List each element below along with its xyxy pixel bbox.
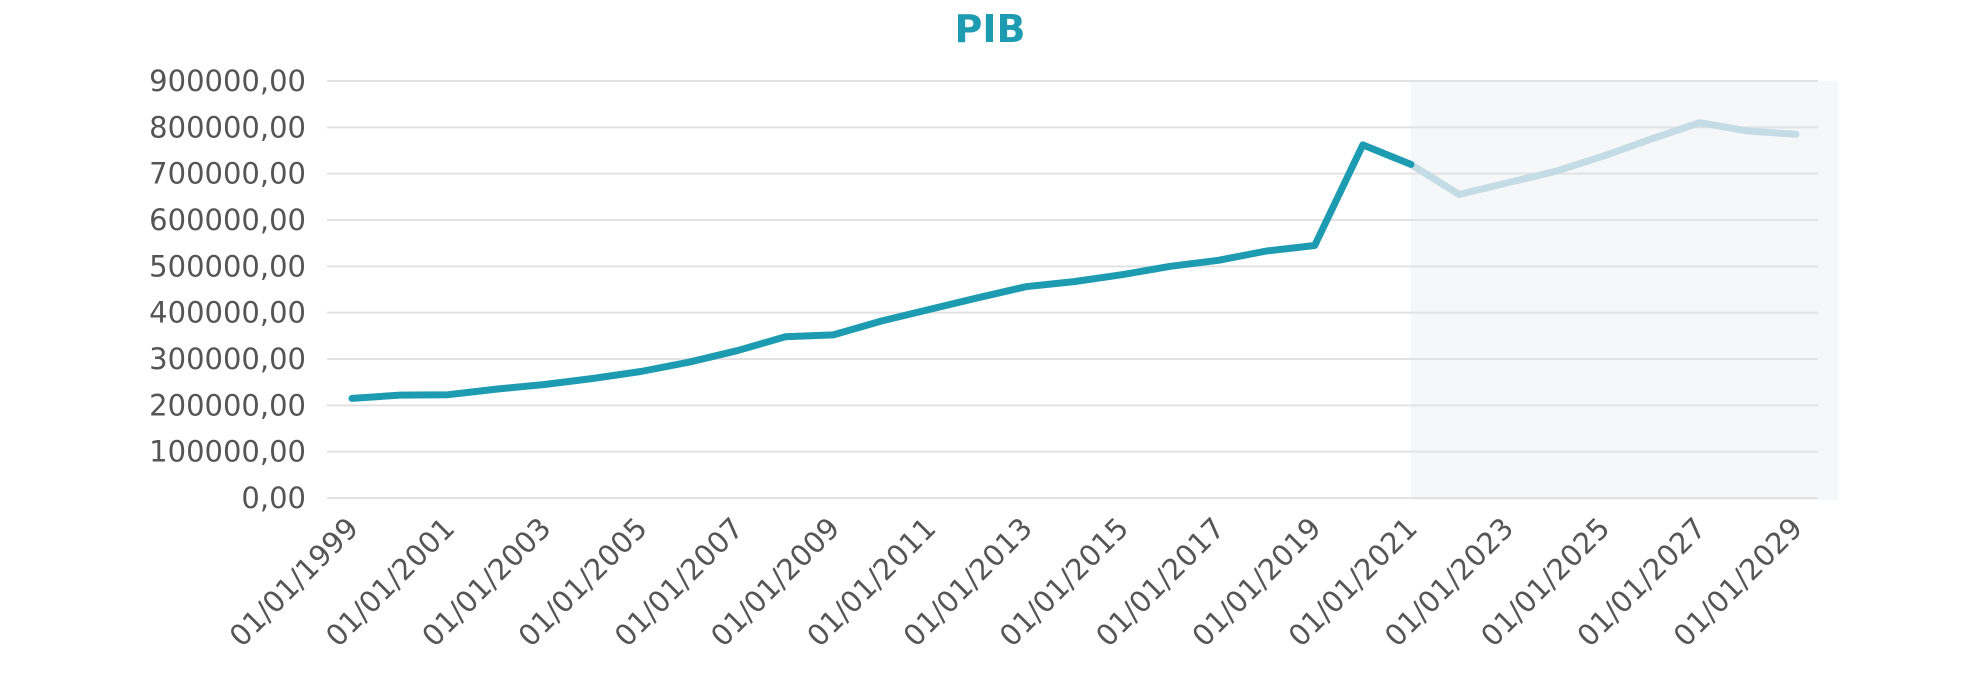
chart-title: PIB	[955, 7, 1026, 51]
y-axis-tick-labels: 0,00 100000,00 200000,00 300000,00 400000,00…	[149, 64, 306, 515]
y-tick-label: 200000,00	[149, 388, 306, 422]
y-tick-label: 0,00	[241, 481, 306, 515]
forecast-shade	[1410, 81, 1838, 500]
y-tick-label: 100000,00	[149, 435, 306, 469]
y-tick-label: 400000,00	[149, 296, 306, 330]
grid-lines	[327, 80, 1818, 499]
y-tick-label: 500000,00	[149, 249, 306, 283]
y-tick-label: 900000,00	[149, 64, 306, 98]
y-tick-label: 700000,00	[149, 157, 306, 191]
series-line-historical	[348, 141, 1415, 402]
series-lines	[348, 119, 1800, 402]
y-tick-label: 800000,00	[149, 110, 306, 144]
series-line-forecast	[1407, 119, 1800, 198]
y-tick-label: 600000,00	[149, 203, 306, 237]
y-tick-label: 300000,00	[149, 342, 306, 376]
x-axis-tick-labels: 01/01/199901/01/200101/01/200301/01/2005…	[223, 511, 1809, 653]
